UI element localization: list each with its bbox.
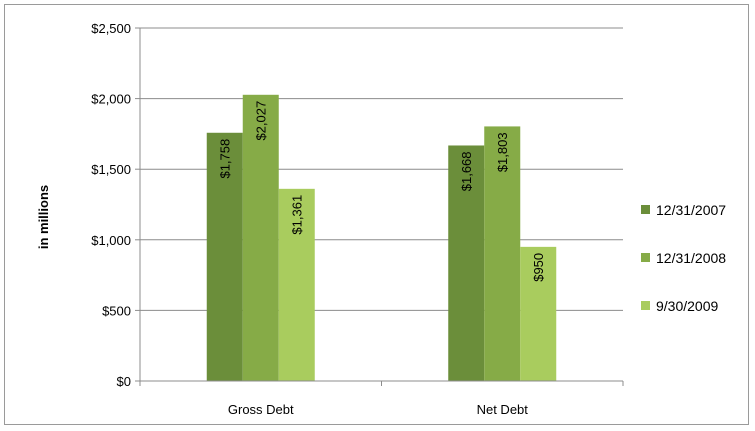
legend-label: 12/31/2008 — [656, 250, 726, 266]
bars: $1,758 $2,027 $1,361 $1,668 $1,803 $950 — [206, 94, 557, 381]
data-label: $1,668 — [459, 151, 474, 191]
legend-swatch — [641, 301, 650, 310]
legend-swatch — [641, 253, 650, 262]
bar — [448, 145, 485, 381]
y-axis-label: in millions — [36, 185, 51, 249]
y-tick-label: $2,000 — [91, 92, 131, 107]
x-tick-label: Net Debt — [477, 402, 529, 417]
x-axis: Gross Debt Net Debt — [139, 380, 624, 417]
y-axis: $0 $500 $1,000 $1,500 $2,000 $2,500 — [91, 21, 141, 389]
bar — [206, 132, 243, 381]
y-tick-label: $1,000 — [91, 233, 131, 248]
y-tick-label: $500 — [102, 303, 131, 318]
data-label: $950 — [531, 253, 546, 282]
data-label: $1,361 — [290, 195, 305, 235]
y-tick-label: $0 — [117, 374, 131, 389]
bar — [484, 126, 521, 381]
data-label: $1,758 — [218, 139, 233, 179]
bar — [520, 246, 557, 381]
chart-frame — [4, 4, 749, 425]
bar — [242, 94, 279, 381]
legend: 12/31/2007 12/31/2008 9/30/2009 — [641, 202, 726, 314]
x-tick-label: Gross Debt — [228, 402, 294, 417]
y-tick-label: $2,500 — [91, 21, 131, 36]
legend-swatch — [641, 205, 650, 214]
bar — [278, 188, 315, 381]
legend-label: 12/31/2007 — [656, 202, 726, 218]
y-tick-label: $1,500 — [91, 162, 131, 177]
legend-label: 9/30/2009 — [656, 298, 718, 314]
data-label: $2,027 — [254, 101, 269, 141]
data-label: $1,803 — [495, 132, 510, 172]
